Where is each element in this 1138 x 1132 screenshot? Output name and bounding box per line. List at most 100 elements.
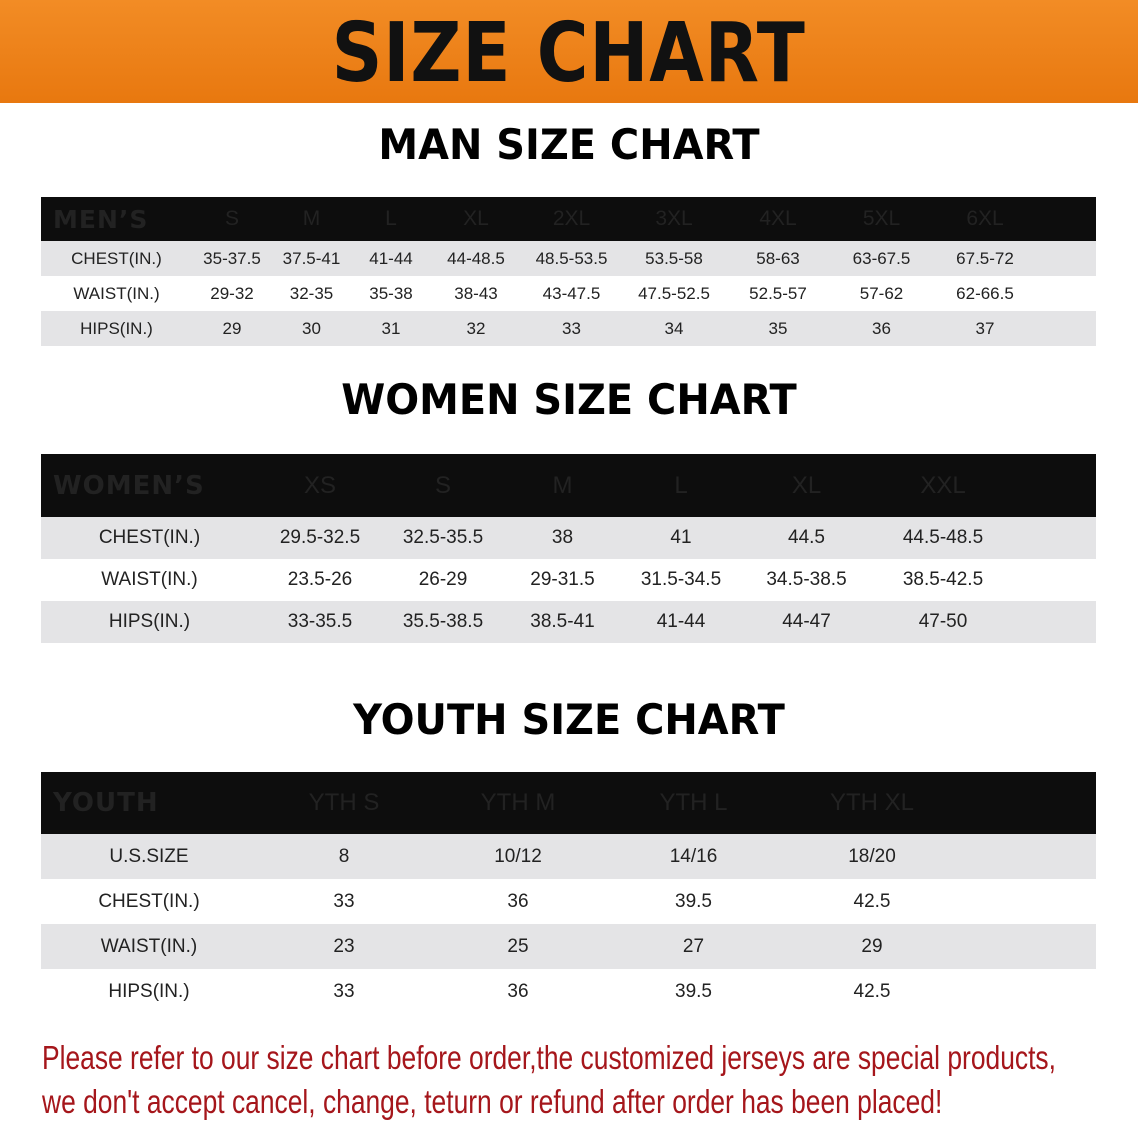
row-label: HIPS(IN.) — [108, 980, 190, 1002]
measurement-cell: 57-62 — [859, 283, 904, 303]
table-row: CHEST(IN.) 35-37.5 37.5-41 41-44 44-48.5 48.5… — [41, 241, 1096, 276]
measurement-cell: 35 — [768, 318, 788, 338]
measurement-cell: 39.5 — [675, 890, 712, 912]
youth-section-title: YOUTH SIZE CHART — [353, 695, 785, 744]
measurement-cell: 31.5-34.5 — [640, 569, 722, 590]
measurement-cell: 44-47 — [782, 611, 831, 632]
notice-line-1: Please refer to our size chart before or… — [42, 1039, 1056, 1076]
table-row: CHEST(IN.) 33 36 39.5 42.5 — [41, 879, 1096, 924]
measurement-cell: 36 — [507, 980, 529, 1002]
measurement-cell: 38-43 — [454, 283, 498, 303]
measurement-cell: 18/20 — [848, 845, 896, 867]
table-row: WAIST(IN.) 29-32 32-35 35-38 38-43 43-47.5 47.… — [41, 276, 1096, 311]
measurement-cell: 33 — [333, 890, 355, 912]
measurement-cell: 29-31.5 — [530, 569, 595, 590]
measurement-cell: 29-32 — [210, 283, 254, 303]
size-header-cell: XL — [791, 471, 822, 499]
measurement-cell: 36 — [872, 318, 891, 338]
measurement-cell: 41 — [670, 527, 692, 548]
measurement-cell: 25 — [507, 935, 529, 957]
table-row: HIPS(IN.) 33 36 39.5 42.5 — [41, 969, 1096, 1014]
size-header-cell: 6XL — [966, 207, 1004, 230]
table-header-row: MEN’S S M L XL 2XL 3XL 4XL 5XL 6XL — [41, 197, 1096, 241]
table-row: CHEST(IN.) 29.5-32.5 32.5-35.5 38 41 44.5 44.5… — [41, 517, 1096, 559]
measurement-cell: 58-63 — [756, 248, 800, 268]
measurement-cell: 44.5 — [788, 527, 825, 548]
measurement-cell: 35.5-38.5 — [402, 611, 484, 632]
size-header-cell: YTH L — [659, 789, 728, 816]
row-label: WAIST(IN.) — [73, 283, 160, 303]
measurement-cell: 38.5-42.5 — [902, 569, 984, 590]
measurement-cell: 41-44 — [369, 248, 413, 268]
youth-size-table: YOUTH YTH S YTH M YTH L YTH XL U.S.SIZE 8 10/12… — [41, 772, 1096, 1014]
measurement-cell: 47.5-52.5 — [638, 283, 710, 303]
measurement-cell: 37.5-41 — [282, 248, 341, 268]
measurement-cell: 39.5 — [675, 980, 712, 1002]
row-label: HIPS(IN.) — [80, 318, 153, 338]
measurement-cell: 34 — [664, 318, 684, 338]
table-row: WAIST(IN.) 23.5-26 26-29 29-31.5 31.5-34.5 34… — [41, 559, 1096, 601]
size-header-cell: 2XL — [552, 207, 591, 230]
measurement-cell: 33-35.5 — [287, 611, 353, 632]
measurement-cell: 32.5-35.5 — [402, 527, 484, 548]
measurement-cell: 27 — [682, 935, 705, 957]
size-header-cell: YTH XL — [829, 789, 915, 816]
table-title-cell: WOMEN’S — [53, 470, 205, 501]
measurement-cell: 41-44 — [656, 611, 706, 632]
row-label: HIPS(IN.) — [108, 611, 191, 632]
measurement-cell: 10/12 — [494, 845, 542, 867]
measurement-cell: 31 — [381, 318, 401, 338]
table-row: HIPS(IN.) 29 30 31 32 33 34 35 36 37 — [41, 311, 1096, 346]
banner-title: SIZE CHART — [331, 6, 807, 101]
measurement-cell: 33 — [562, 318, 581, 338]
men-size-table: MEN’S S M L XL 2XL 3XL 4XL 5XL 6XL CHEST(IN.) 35-37… — [41, 197, 1096, 346]
row-label: WAIST(IN.) — [100, 935, 198, 957]
measurement-cell: 42.5 — [853, 890, 891, 912]
measurement-cell: 42.5 — [853, 980, 891, 1002]
header-banner: SIZE CHART — [0, 0, 1138, 103]
measurement-cell: 29 — [222, 318, 242, 338]
measurement-cell: 34.5-38.5 — [766, 569, 847, 590]
measurement-cell: 53.5-58 — [645, 248, 703, 268]
measurement-cell: 8 — [338, 845, 350, 867]
row-label: WAIST(IN.) — [101, 569, 198, 590]
row-label: CHEST(IN.) — [98, 527, 201, 548]
size-header-cell: XXL — [920, 471, 966, 499]
row-label: U.S.SIZE — [109, 845, 189, 867]
size-header-cell: L — [674, 471, 688, 499]
measurement-cell: 32 — [466, 318, 486, 338]
table-header-row: YOUTH YTH S YTH M YTH L YTH XL — [41, 772, 1096, 834]
men-section-title: MAN SIZE CHART — [378, 120, 760, 169]
size-header-cell: 3XL — [655, 207, 693, 230]
size-header-cell: 4XL — [759, 207, 797, 230]
order-notice: Please refer to our size chart before or… — [42, 1036, 1138, 1124]
size-header-cell: XS — [303, 471, 336, 499]
row-label: CHEST(IN.) — [98, 890, 200, 912]
measurement-cell: 30 — [302, 318, 321, 338]
measurement-cell: 43-47.5 — [542, 283, 601, 303]
measurement-cell: 23 — [333, 935, 355, 957]
measurement-cell: 23.5-26 — [287, 569, 353, 590]
measurement-cell: 33 — [333, 980, 355, 1002]
measurement-cell: 35-38 — [369, 283, 413, 303]
measurement-cell: 44.5-48.5 — [902, 527, 984, 548]
measurement-cell: 52.5-57 — [749, 283, 807, 303]
table-row: U.S.SIZE 8 10/12 14/16 18/20 — [41, 834, 1096, 879]
size-header-cell: XL — [463, 207, 489, 230]
size-header-cell: L — [385, 207, 397, 230]
measurement-cell: 47-50 — [918, 611, 968, 632]
measurement-cell: 14/16 — [669, 845, 718, 867]
measurement-cell: 29.5-32.5 — [279, 527, 361, 548]
notice-line-2: we don't accept cancel, change, teturn o… — [42, 1083, 943, 1120]
measurement-cell: 62-66.5 — [956, 283, 1014, 303]
table-title-cell: YOUTH — [53, 788, 159, 818]
size-header-cell: YTH M — [480, 789, 556, 816]
table-header-row: WOMEN’S XS S M L XL XXL — [41, 454, 1096, 517]
size-header-cell: M — [302, 207, 321, 230]
measurement-cell: 38.5-41 — [530, 611, 595, 632]
measurement-cell: 67.5-72 — [956, 248, 1014, 268]
row-label: CHEST(IN.) — [71, 248, 162, 268]
size-header-cell: S — [224, 207, 239, 230]
size-header-cell: 5XL — [862, 207, 901, 230]
measurement-cell: 32-35 — [289, 283, 334, 303]
